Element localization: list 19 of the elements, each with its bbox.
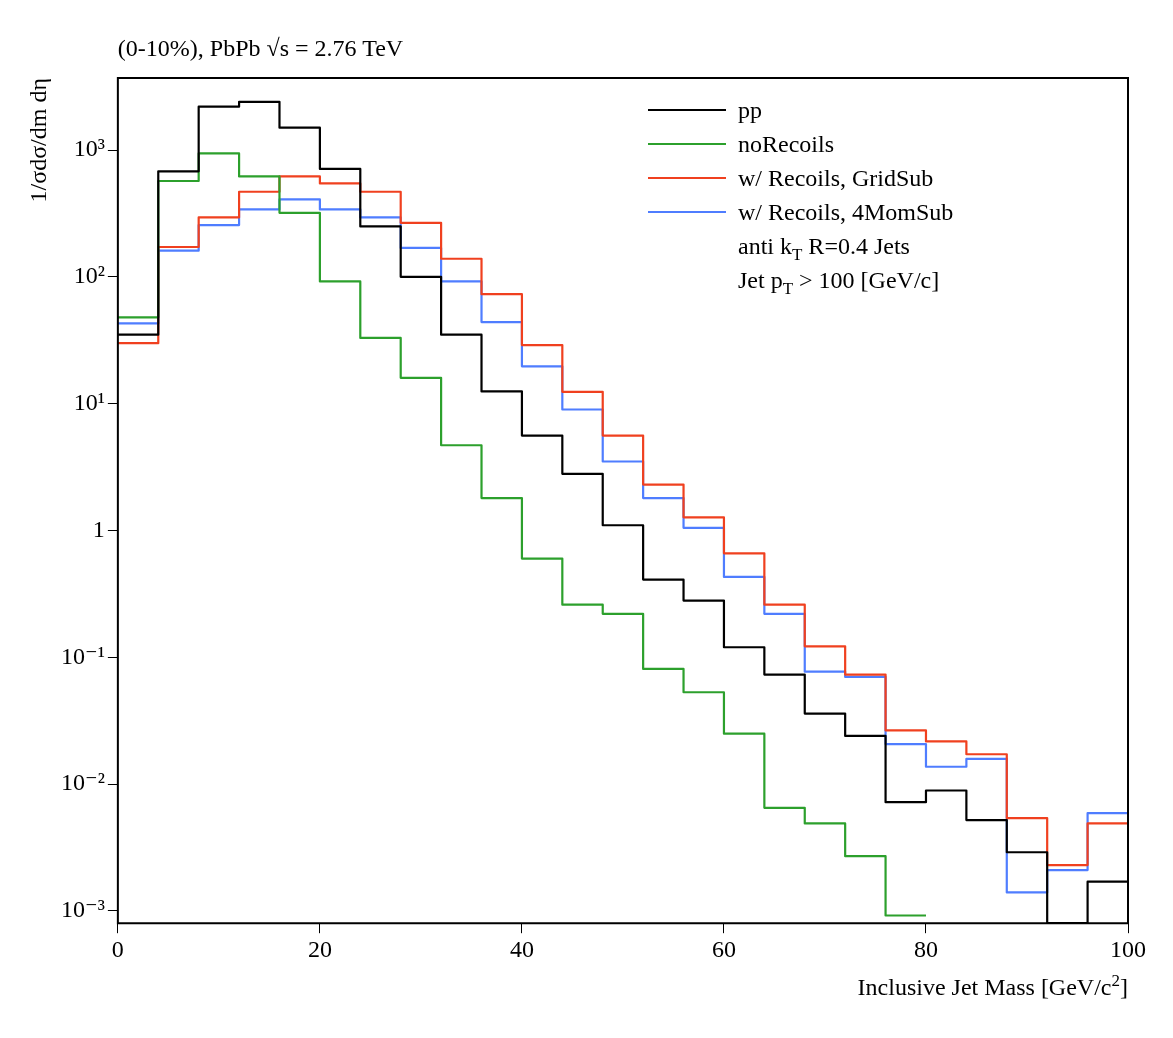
x-tick-label: 100	[1110, 935, 1146, 962]
y-axis-title: 1/σdσ/dm dη	[25, 77, 51, 203]
y-tick-label: 10⁻²	[60, 769, 105, 796]
y-tick-label: 10⁻³	[60, 896, 105, 923]
y-tick-label: 1	[92, 515, 105, 542]
legend-label: w/ Recoils, 4MomSub	[738, 199, 954, 225]
chart-title: (0-10%), PbPb √s = 2.76 TeV	[117, 35, 404, 61]
legend-label: w/ Recoils, GridSub	[738, 165, 934, 191]
x-tick-label: 20	[307, 935, 332, 962]
legend-label: noRecoils	[738, 131, 834, 157]
y-tick-label: 10⁻¹	[60, 642, 105, 669]
legend-label: pp	[738, 97, 762, 123]
x-tick-label: 60	[711, 935, 736, 962]
x-tick-label: 80	[913, 935, 938, 962]
y-tick-label: 10³	[73, 135, 105, 162]
y-tick-label: 10²	[73, 262, 105, 289]
x-tick-label: 0	[111, 935, 124, 962]
x-tick-label: 40	[509, 935, 534, 962]
y-tick-label: 10¹	[73, 388, 105, 415]
